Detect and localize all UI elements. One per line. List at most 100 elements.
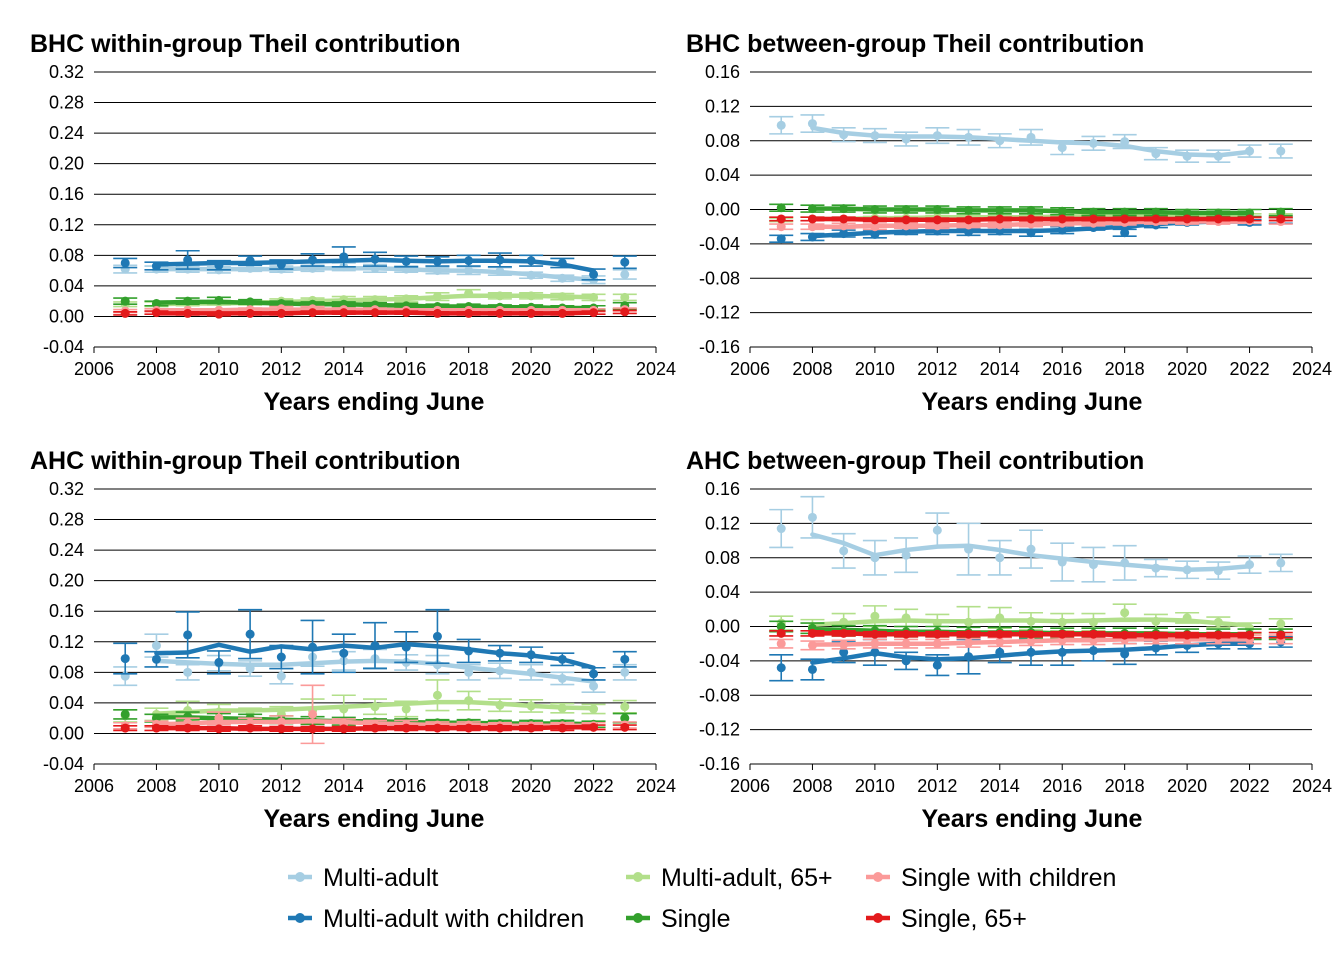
data-point [1026,636,1036,646]
data-point [245,256,255,266]
data-point [964,132,974,142]
y-tick-label: -0.08 [699,685,740,705]
data-point [1182,630,1192,640]
y-tick-label: 0.08 [705,131,740,151]
data-point [1088,214,1098,224]
data-point [1088,617,1098,627]
data-point [1213,617,1223,627]
data-point [901,629,911,639]
data-point [995,613,1005,623]
data-point [214,260,224,270]
data-point [464,308,474,318]
x-axis-label: Years ending June [264,388,485,416]
data-point [370,254,380,264]
data-point [183,308,193,318]
data-point [589,669,599,679]
data-point [464,667,474,677]
legend-swatch-point [873,913,883,923]
data-point [901,656,911,666]
y-tick-label: 0.12 [705,96,740,116]
data-point [526,723,536,733]
y-tick-label: 0.00 [49,723,84,743]
data-point [1213,630,1223,640]
data-point [1182,613,1192,623]
panel-bhc-between: BHC between-group Theil contribution -0.1… [686,30,1332,416]
data-point [839,229,849,239]
data-point [151,308,161,318]
data-point [276,260,286,269]
series-multi-adult-with-children [113,608,637,681]
data-point [901,613,911,623]
data-point [1026,629,1036,639]
y-tick-label: -0.04 [43,754,84,774]
x-tick-label: 2018 [449,359,489,379]
data-point [964,652,974,662]
panel-title: BHC within-group Theil contribution [30,30,460,58]
data-point [214,309,224,319]
data-point [214,724,224,734]
data-point [870,215,880,225]
data-point [464,256,474,266]
y-tick-label: 0.16 [705,62,740,82]
legend-item-multi-adult-65: Multi-adult, 65+ [626,864,833,892]
y-tick-label: 0.00 [705,200,740,220]
legend-item-single-65: Single, 65+ [866,905,1027,933]
data-point [432,631,442,641]
x-axis-label: Years ending June [922,805,1143,833]
data-point [1088,646,1098,656]
legend-item-multi-adult-with-children: Multi-adult with children [288,905,584,933]
data-point [183,723,193,733]
data-point [339,724,349,734]
legend-item-single-with-children: Single with children [866,864,1116,892]
data-point [1057,225,1067,235]
data-point [339,308,349,318]
data-point [964,629,974,639]
data-point [807,664,817,674]
data-point [776,222,786,232]
data-point [1057,143,1067,153]
data-point [557,723,567,733]
y-tick-label: -0.12 [699,720,740,740]
data-point [401,723,411,733]
x-tick-label: 2012 [261,359,301,379]
data-point [495,666,505,676]
y-tick-label: 0.32 [49,62,84,82]
data-point [807,232,817,242]
data-point [339,252,349,262]
y-tick-label: 0.24 [49,123,84,143]
y-tick-label: 0.16 [705,479,740,499]
data-point [151,654,161,664]
data-point [1120,608,1130,618]
data-point [151,723,161,733]
data-point [120,709,130,719]
data-point [932,131,942,141]
data-point [339,704,349,714]
x-tick-label: 2024 [636,776,676,796]
data-point [589,292,599,302]
data-point [1151,563,1161,573]
x-tick-label: 2008 [136,359,176,379]
x-tick-label: 2018 [449,776,489,796]
data-point [495,308,505,318]
data-point [995,214,1005,224]
y-tick-label: 0.04 [49,693,84,713]
data-point [276,724,286,734]
data-point [807,204,817,214]
x-tick-label: 2018 [1105,776,1145,796]
data-point [183,296,193,306]
data-point [464,289,474,299]
x-tick-label: 2006 [730,776,770,796]
data-point [276,717,286,727]
y-tick-label: 0.12 [49,215,84,235]
y-tick-label: 0.24 [49,540,84,560]
data-point [183,630,193,640]
data-point [1213,151,1223,161]
x-tick-label: 2016 [1042,776,1082,796]
data-point [308,642,318,652]
x-tick-label: 2008 [136,776,176,796]
data-point [495,291,505,301]
data-point [1151,149,1161,159]
data-point [370,723,380,733]
data-point [1057,214,1067,224]
